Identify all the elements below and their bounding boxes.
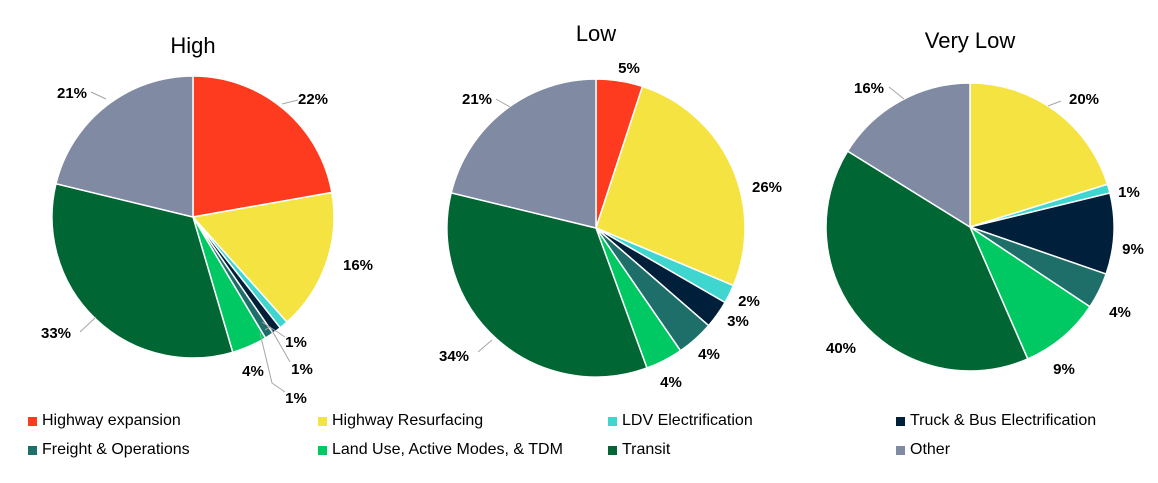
legend-item: LDV Electrification [608, 410, 753, 432]
pie-high: 22% 16% 1% 1% 1% 4% 33% 21% High [41, 33, 373, 407]
pie-slice-other [55, 75, 194, 218]
legend-swatch [896, 445, 905, 455]
data-label: 3% [727, 313, 749, 330]
legend-swatch [896, 416, 905, 426]
legend-label: Freight & Operations [42, 441, 190, 458]
data-label: 22% [298, 91, 328, 108]
legend-item: Truck & Bus Electrification [896, 410, 1096, 432]
data-label: 40% [826, 340, 856, 357]
pie-slice-truck-bus-electrification [967, 192, 1115, 276]
data-label: 1% [285, 390, 307, 407]
legend: Highway expansion Highway Resurfacing LDV … [28, 410, 1148, 470]
data-label: 16% [343, 257, 373, 274]
legend-swatch [608, 416, 617, 426]
leader-line [888, 86, 905, 100]
legend-label: LDV Electrification [622, 412, 753, 429]
legend-swatch [28, 445, 37, 455]
legend-label: Land Use, Active Modes, & TDM [332, 441, 563, 458]
legend-item: Transit [608, 439, 670, 461]
data-label: 1% [291, 361, 313, 378]
legend-swatch [318, 445, 327, 455]
legend-label: Truck & Bus Electrification [910, 412, 1097, 429]
pie-title: Very Low [925, 28, 1016, 53]
legend-item: Highway expansion [28, 410, 181, 432]
pie-very-low: 20% 1% 9% 4% 9% 40% 16% Very Low [825, 28, 1144, 378]
leader-line [477, 339, 493, 353]
data-label: 16% [854, 80, 884, 97]
data-label: 4% [698, 346, 720, 363]
legend-item: Land Use, Active Modes, & TDM [318, 439, 563, 461]
leader-line [79, 316, 97, 333]
data-label: 21% [57, 85, 87, 102]
pie-slice-other [846, 82, 971, 229]
leader-line [281, 99, 299, 105]
pie-slice-highway-expansion [192, 75, 333, 218]
data-label: 9% [1053, 361, 1075, 378]
leader-line [1047, 100, 1062, 107]
pie-slice-transit [446, 191, 648, 378]
data-label: 4% [242, 363, 264, 380]
data-label: 20% [1069, 91, 1099, 108]
pie-slice-highway-resurfacing [969, 82, 1109, 229]
legend-label: Other [910, 441, 951, 458]
leader-line [261, 321, 286, 338]
legend-item: Freight & Operations [28, 439, 190, 461]
legend-swatch [608, 445, 617, 455]
data-label: 26% [752, 179, 782, 196]
legend-item: Highway Resurfacing [318, 410, 483, 432]
legend-label: Highway expansion [42, 412, 181, 429]
legend-label: Highway Resurfacing [332, 412, 484, 429]
pie-slice-transit [51, 182, 234, 359]
leader-line [90, 91, 107, 100]
data-label: 1% [1118, 184, 1140, 201]
pie-slice-other [450, 78, 597, 229]
legend-swatch [318, 416, 327, 426]
pie-slice-transit [825, 150, 1029, 372]
legend-item: Other [896, 439, 950, 461]
pie-slice-land-use-active-modes-tdm [968, 224, 1091, 360]
leader-line [495, 98, 511, 108]
leader-line [264, 326, 291, 363]
data-label: 34% [439, 348, 469, 365]
pie-slice-highway-resurfacing [595, 85, 746, 287]
pie-slice-highway-resurfacing [191, 191, 335, 324]
pie-title: Low [576, 21, 616, 46]
data-label: 21% [462, 91, 492, 108]
data-label: 33% [41, 325, 71, 342]
pie-low: 5% 26% 2% 3% 4% 4% 34% 21% Low [439, 21, 782, 391]
legend-label: Transit [622, 441, 671, 458]
data-label: 4% [1109, 304, 1131, 321]
data-label: 4% [660, 374, 682, 391]
pie-title: High [170, 33, 215, 58]
legend-swatch [28, 416, 37, 426]
data-label: 9% [1122, 241, 1144, 258]
leader-line [259, 332, 286, 393]
data-label: 1% [285, 334, 307, 351]
data-label: 2% [738, 293, 760, 310]
data-label: 5% [618, 60, 640, 77]
